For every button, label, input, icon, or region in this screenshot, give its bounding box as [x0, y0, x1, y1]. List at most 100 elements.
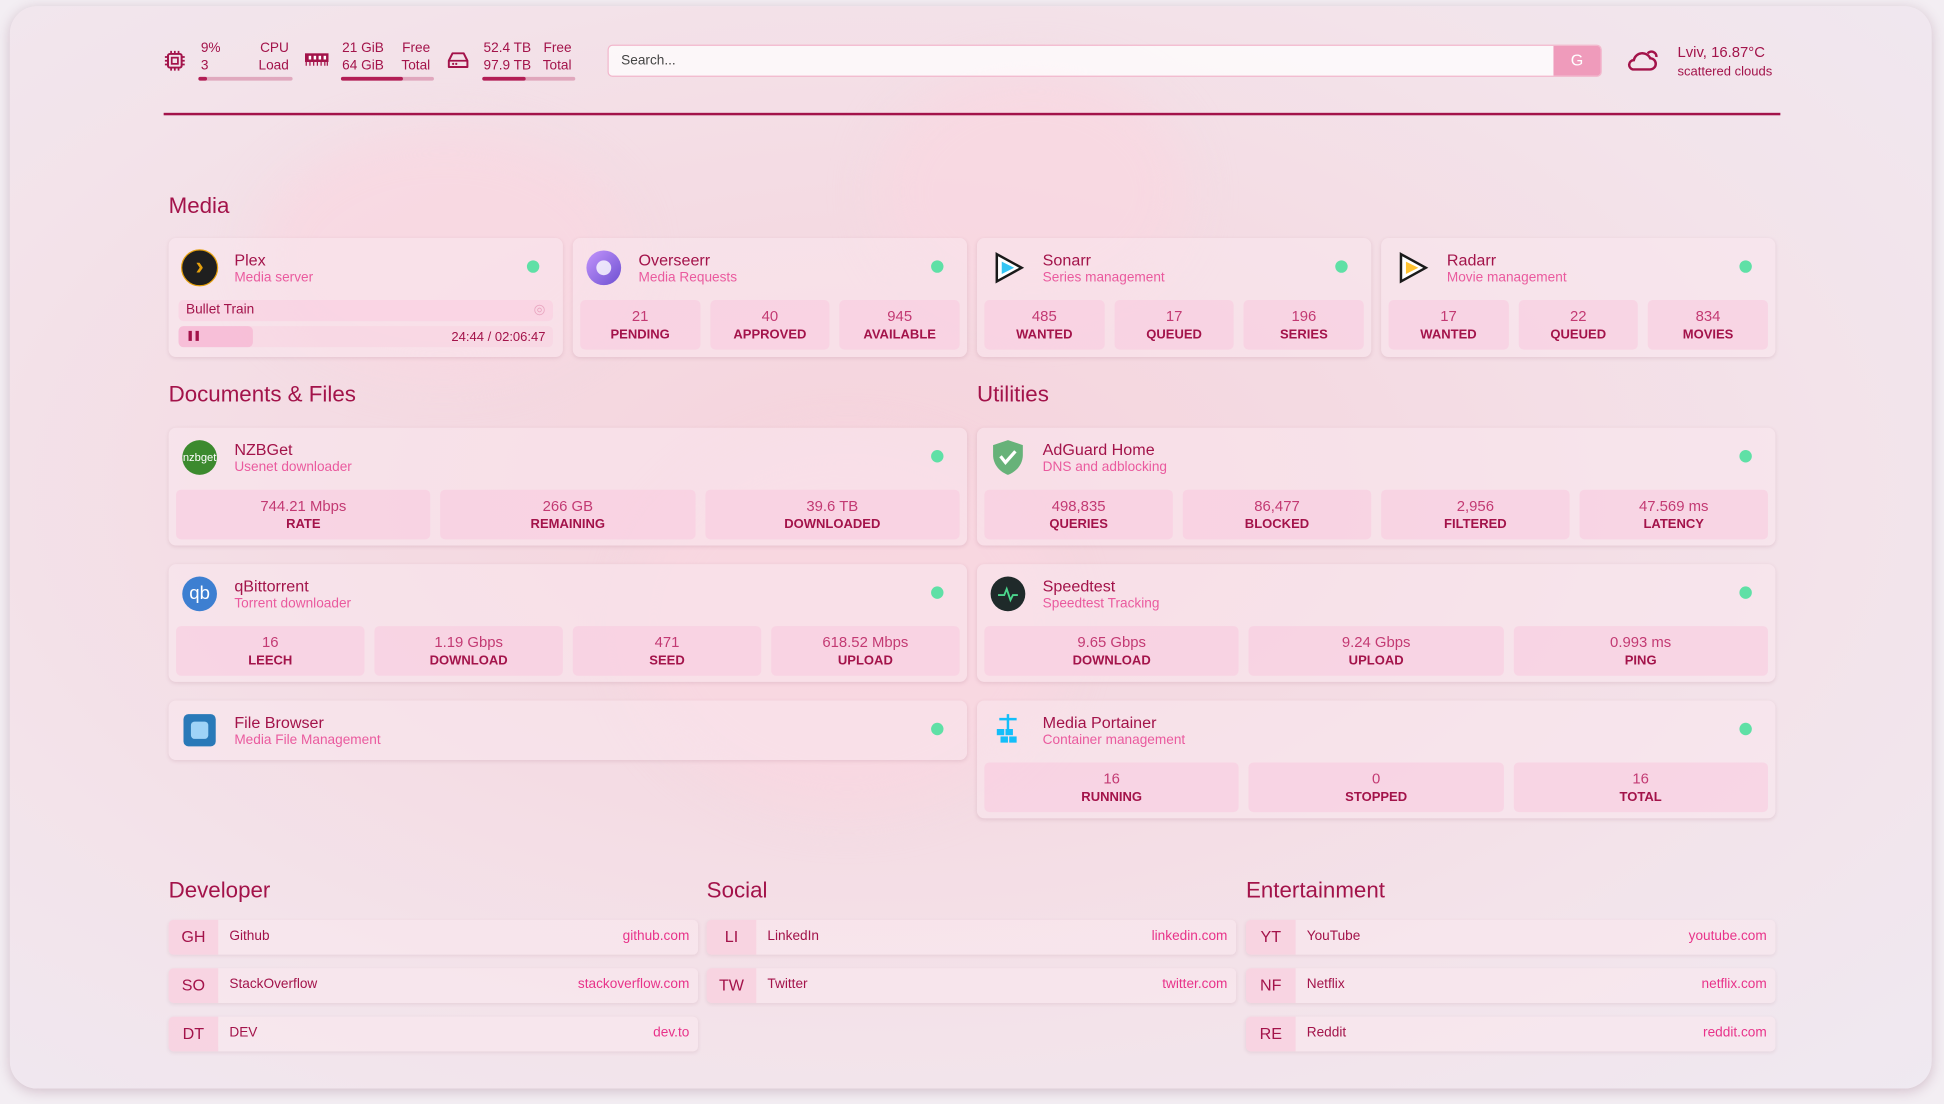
- stat-block: 498,835 QUERIES: [984, 489, 1173, 540]
- playback-time: 24:44 / 02:06:47: [451, 330, 545, 345]
- memory-icon: [304, 53, 329, 66]
- stat-value: 40: [761, 307, 779, 325]
- stat-block: 16 TOTAL: [1513, 762, 1768, 813]
- service-card-file-browser[interactable]: File Browser Media File Management: [168, 700, 968, 760]
- bookmark-abbr: SO: [168, 968, 219, 1003]
- stat-value: 86,477: [1254, 497, 1300, 515]
- bookmark-url[interactable]: stackoverflow.com: [577, 976, 690, 992]
- disk-bar: [482, 76, 576, 81]
- bookmark-youtube[interactable]: YT YouTube youtube.com: [1245, 919, 1776, 955]
- stat-block: 9.65 Gbps DOWNLOAD: [984, 626, 1239, 676]
- search-box: G: [607, 44, 1602, 77]
- service-stats: 485 WANTED 17 QUEUED 196 SERIES: [984, 300, 1364, 350]
- stat-value: 744.21 Mbps: [260, 497, 347, 515]
- bookmark-netflix[interactable]: NF Netflix netflix.com: [1245, 968, 1776, 1003]
- cpu-load: 3: [200, 58, 209, 74]
- disk-free-label: Free: [543, 40, 572, 56]
- service-card-speedtest[interactable]: Speedtest Speedtest Tracking 9.65 Gbps DOWN…: [976, 564, 1776, 682]
- bookmark-name: Twitter: [767, 976, 808, 992]
- bookmark-dev[interactable]: DT DEV dev.to: [168, 1016, 699, 1052]
- bookmark-url[interactable]: netflix.com: [1701, 976, 1767, 992]
- service-description: Media Requests: [638, 270, 738, 286]
- stat-label: APPROVED: [733, 327, 807, 343]
- service-card-overseerr[interactable]: Overseerr Media Requests 21 PENDING 40 APPROV…: [572, 238, 968, 358]
- service-card-adguard-home[interactable]: AdGuard Home DNS and adblocking 498,835 QUE…: [976, 427, 1776, 546]
- bookmark-abbr: RE: [1245, 1016, 1296, 1052]
- service-name: Overseerr: [638, 250, 711, 270]
- stat-label: STOPPED: [1345, 789, 1408, 805]
- bookmark-name: LinkedIn: [767, 928, 820, 944]
- plex-icon: ›: [181, 249, 219, 287]
- service-card-radarr[interactable]: Radarr Movie management 17 WANTED 22 QUEUED 83…: [1381, 238, 1776, 358]
- service-card-sonarr[interactable]: Sonarr Series management 485 WANTED 17 QUEUED…: [976, 238, 1372, 358]
- service-stats: 744.21 Mbps RATE 266 GB REMAINING 39.6 TB DOW…: [176, 489, 960, 540]
- stat-value: 39.6 TB: [806, 497, 859, 515]
- service-card-nzbget[interactable]: nzbget NZBGet Usenet downloader 744.21 Mbps…: [168, 427, 968, 546]
- stat-label: LATENCY: [1643, 516, 1704, 532]
- stat-label: RUNNING: [1081, 789, 1143, 805]
- bookmark-url[interactable]: github.com: [622, 928, 690, 944]
- service-name: Speedtest: [1042, 576, 1116, 596]
- bookmark-name: Github: [229, 928, 270, 944]
- stat-value: 16: [1632, 769, 1649, 788]
- stat-block: 618.52 Mbps UPLOAD: [771, 626, 960, 676]
- stat-label: WANTED: [1420, 327, 1477, 343]
- service-name: File Browser: [234, 712, 324, 732]
- section-utilities: Utilities: [976, 381, 1049, 407]
- stat-value: 17: [1165, 307, 1183, 325]
- memory-total: 64 GiB: [342, 58, 384, 74]
- cpu-usage: 9%: [200, 40, 221, 56]
- stat-block: 22 QUEUED: [1518, 300, 1639, 350]
- service-name: Radarr: [1446, 250, 1497, 270]
- status-indicator: [931, 722, 944, 736]
- stat-value: 47.569 ms: [1638, 497, 1709, 515]
- bookmark-abbr: LI: [706, 919, 757, 955]
- nzbget-icon: nzbget: [181, 439, 218, 476]
- bookmark-twitter[interactable]: TW Twitter twitter.com: [706, 968, 1237, 1003]
- stat-value: 485: [1031, 307, 1057, 325]
- memory-total-label: Total: [401, 58, 431, 74]
- status-indicator: [1739, 586, 1752, 599]
- stat-label: TOTAL: [1619, 789, 1662, 805]
- qbittorrent-icon: qb: [181, 575, 218, 612]
- bookmark-url[interactable]: reddit.com: [1703, 1025, 1767, 1041]
- stat-label: QUEUED: [1146, 327, 1202, 343]
- service-stats: 498,835 QUERIES 86,477 BLOCKED 2,956 FILTERED…: [984, 489, 1768, 540]
- search-input[interactable]: [608, 45, 1551, 76]
- cpu-bar: [198, 76, 293, 81]
- stat-block: 0 STOPPED: [1248, 762, 1504, 813]
- stat-label: FILTERED: [1444, 516, 1507, 532]
- bookmark-url[interactable]: youtube.com: [1688, 928, 1767, 944]
- now-playing-title: Bullet Train: [185, 302, 255, 318]
- bookmark-github[interactable]: GH Github github.com: [168, 919, 699, 955]
- stat-block: 2,956 FILTERED: [1381, 489, 1570, 540]
- service-card-qbittorrent[interactable]: qb qBittorrent Torrent downloader 16 LEECH 1.…: [168, 564, 968, 682]
- bookmark-url[interactable]: linkedin.com: [1151, 928, 1228, 944]
- playback-position: 24:44: [451, 329, 484, 345]
- bookmark-url[interactable]: dev.to: [653, 1025, 690, 1041]
- bookmark-abbr: GH: [168, 919, 219, 955]
- status-indicator: [931, 450, 944, 463]
- search-provider-button[interactable]: G: [1553, 45, 1601, 76]
- stat-value: 0: [1372, 769, 1381, 788]
- stat-block: 9.24 Gbps UPLOAD: [1248, 626, 1504, 676]
- bookmark-stackoverflow[interactable]: SO StackOverflow stackoverflow.com: [168, 968, 699, 1003]
- stat-label: SERIES: [1279, 327, 1328, 343]
- stat-label: LEECH: [248, 653, 293, 669]
- stat-block: 21 PENDING: [580, 300, 701, 350]
- bookmark-linkedin[interactable]: LI LinkedIn linkedin.com: [706, 919, 1237, 955]
- stat-value: 618.52 Mbps: [822, 633, 909, 651]
- service-card-plex[interactable]: › Plex Media server Bullet Train ◎ ❚❚ 24:44 / …: [168, 238, 563, 358]
- playback-progress[interactable]: ❚❚ 24:44 / 02:06:47: [178, 326, 553, 348]
- bookmark-url[interactable]: twitter.com: [1162, 976, 1228, 992]
- bookmark-reddit[interactable]: RE Reddit reddit.com: [1245, 1016, 1776, 1052]
- speedtest-icon: [989, 575, 1026, 612]
- section-entertainment: Entertainment: [1245, 877, 1385, 903]
- section-media: Media: [168, 193, 230, 219]
- section-documents: Documents & Files: [168, 381, 356, 407]
- stat-block: 0.993 ms PING: [1513, 626, 1768, 676]
- cloud-icon: [1627, 50, 1658, 71]
- service-card-media-portainer[interactable]: Media Portainer Container management 16 RUN…: [976, 700, 1776, 819]
- section-social: Social: [706, 877, 768, 903]
- pause-icon[interactable]: ❚❚: [185, 329, 201, 341]
